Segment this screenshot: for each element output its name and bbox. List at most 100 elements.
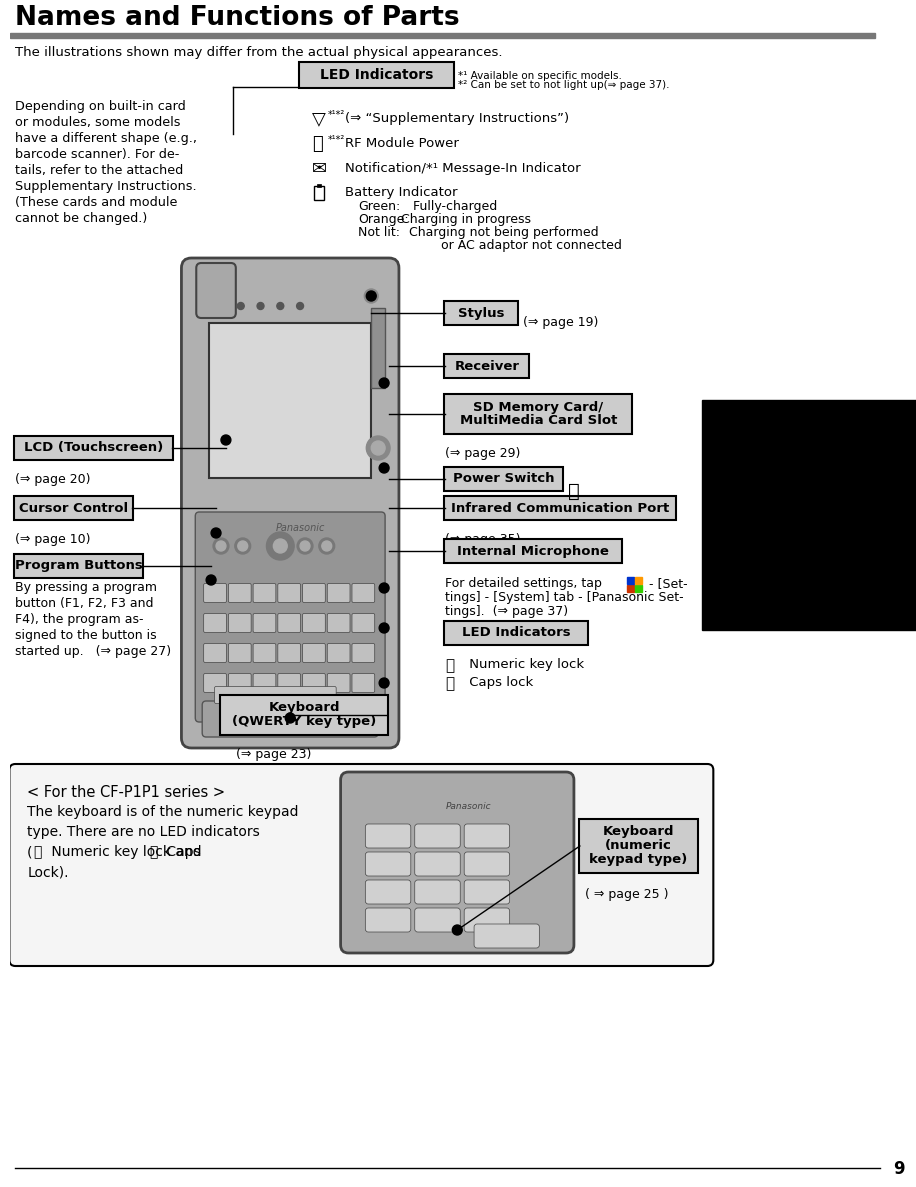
Text: Lock).: Lock).	[27, 865, 69, 880]
Bar	[635, 577, 642, 584]
Text: tings].  (⇒ page 37): tings]. (⇒ page 37)	[445, 605, 569, 618]
Text: (QWERTY key type): (QWERTY key type)	[232, 716, 376, 729]
FancyBboxPatch shape	[352, 643, 375, 662]
Text: Power Switch: Power Switch	[453, 472, 554, 485]
FancyBboxPatch shape	[228, 673, 251, 692]
Text: Battery Indicator: Battery Indicator	[344, 186, 457, 199]
Text: Keyboard: Keyboard	[603, 825, 674, 838]
Text: Not lit:: Not lit:	[358, 226, 400, 239]
Text: or modules, some models: or modules, some models	[16, 116, 180, 129]
FancyBboxPatch shape	[253, 643, 276, 662]
FancyBboxPatch shape	[300, 62, 454, 88]
FancyBboxPatch shape	[327, 614, 350, 633]
FancyBboxPatch shape	[365, 852, 410, 876]
FancyBboxPatch shape	[464, 824, 509, 848]
Circle shape	[379, 377, 389, 388]
Circle shape	[379, 623, 389, 633]
Circle shape	[453, 925, 463, 935]
Text: (⇒ page 29): (⇒ page 29)	[445, 447, 521, 461]
Text: Green:: Green:	[358, 199, 400, 212]
Text: (These cards and module: (These cards and module	[16, 196, 178, 209]
FancyBboxPatch shape	[444, 394, 632, 434]
Text: Ⓝ: Ⓝ	[445, 658, 454, 673]
Text: Supplementary Instructions.: Supplementary Instructions.	[16, 180, 197, 193]
Text: (⇒ page 35): (⇒ page 35)	[445, 533, 521, 546]
FancyBboxPatch shape	[302, 643, 325, 662]
FancyBboxPatch shape	[365, 880, 410, 904]
FancyBboxPatch shape	[253, 584, 276, 603]
Text: SD Memory Card/: SD Memory Card/	[474, 400, 604, 413]
FancyBboxPatch shape	[253, 673, 276, 692]
Text: Receiver: Receiver	[454, 360, 519, 373]
FancyBboxPatch shape	[352, 673, 375, 692]
Text: (numeric: (numeric	[605, 839, 671, 852]
FancyBboxPatch shape	[444, 496, 676, 520]
FancyBboxPatch shape	[365, 908, 410, 932]
Text: Stylus: Stylus	[458, 306, 504, 319]
Text: type. There are no LED indicators: type. There are no LED indicators	[27, 825, 260, 839]
Circle shape	[267, 532, 294, 560]
Bar	[371, 307, 385, 388]
Bar	[317, 184, 321, 188]
FancyBboxPatch shape	[203, 614, 226, 633]
Circle shape	[216, 541, 226, 551]
Text: RF Module Power: RF Module Power	[344, 137, 458, 150]
Circle shape	[379, 463, 389, 472]
Circle shape	[379, 678, 389, 688]
FancyBboxPatch shape	[15, 436, 172, 461]
Text: Numeric key lock: Numeric key lock	[465, 658, 584, 671]
FancyBboxPatch shape	[444, 621, 588, 645]
FancyBboxPatch shape	[278, 614, 300, 633]
Text: keypad type): keypad type)	[589, 853, 687, 867]
FancyBboxPatch shape	[341, 772, 574, 953]
Text: Panasonic: Panasonic	[276, 523, 325, 533]
Text: barcode scanner). For de-: barcode scanner). For de-	[16, 148, 180, 161]
Text: The keyboard is of the numeric keypad: The keyboard is of the numeric keypad	[27, 805, 299, 819]
Bar	[627, 585, 634, 592]
FancyBboxPatch shape	[444, 301, 518, 325]
Text: MultiMedia Card Slot: MultiMedia Card Slot	[460, 414, 617, 427]
FancyBboxPatch shape	[327, 673, 350, 692]
FancyBboxPatch shape	[228, 614, 251, 633]
FancyBboxPatch shape	[195, 512, 385, 722]
FancyBboxPatch shape	[444, 539, 622, 563]
Text: button (F1, F2, F3 and: button (F1, F2, F3 and	[16, 597, 154, 610]
Circle shape	[368, 292, 375, 299]
Text: cannot be changed.): cannot be changed.)	[16, 212, 147, 226]
Text: ✉: ✉	[312, 160, 327, 178]
Text: tings] - [System] tab - [Panasonic Set-: tings] - [System] tab - [Panasonic Set-	[445, 591, 684, 604]
FancyBboxPatch shape	[302, 673, 325, 692]
Text: Program Buttons: Program Buttons	[15, 559, 143, 572]
Text: *² Can be set to not light up(⇒ page 37).: *² Can be set to not light up(⇒ page 37)…	[458, 80, 670, 90]
FancyBboxPatch shape	[220, 696, 388, 735]
Text: (⇒ “Supplementary Instructions”): (⇒ “Supplementary Instructions”)	[344, 112, 569, 125]
FancyBboxPatch shape	[415, 824, 460, 848]
Text: ⏻: ⏻	[568, 482, 580, 501]
Text: - [Set-: - [Set-	[645, 577, 688, 590]
FancyBboxPatch shape	[15, 554, 143, 578]
Text: *¹ Available on specific models.: *¹ Available on specific models.	[458, 71, 622, 81]
Circle shape	[273, 539, 288, 553]
Bar	[314, 186, 323, 199]
Circle shape	[221, 434, 231, 445]
FancyBboxPatch shape	[9, 764, 714, 966]
Text: Keyboard: Keyboard	[268, 702, 340, 715]
FancyBboxPatch shape	[444, 466, 563, 491]
Text: LED Indicators: LED Indicators	[462, 627, 571, 640]
Text: Charging in progress: Charging in progress	[401, 212, 531, 226]
Text: Ⓐ: Ⓐ	[148, 845, 158, 859]
FancyBboxPatch shape	[228, 643, 251, 662]
Text: ▽: ▽	[312, 110, 326, 128]
FancyBboxPatch shape	[202, 702, 378, 737]
Text: started up.   (⇒ page 27): started up. (⇒ page 27)	[16, 645, 171, 658]
Text: 9: 9	[893, 1160, 905, 1178]
FancyBboxPatch shape	[278, 673, 300, 692]
Text: Cursor Control: Cursor Control	[19, 501, 128, 514]
FancyBboxPatch shape	[203, 584, 226, 603]
Text: ⓘ: ⓘ	[312, 135, 322, 153]
Bar	[10, 33, 876, 38]
FancyBboxPatch shape	[302, 584, 325, 603]
FancyBboxPatch shape	[415, 908, 460, 932]
Circle shape	[238, 541, 247, 551]
Text: F4), the program as-: F4), the program as-	[16, 612, 144, 626]
